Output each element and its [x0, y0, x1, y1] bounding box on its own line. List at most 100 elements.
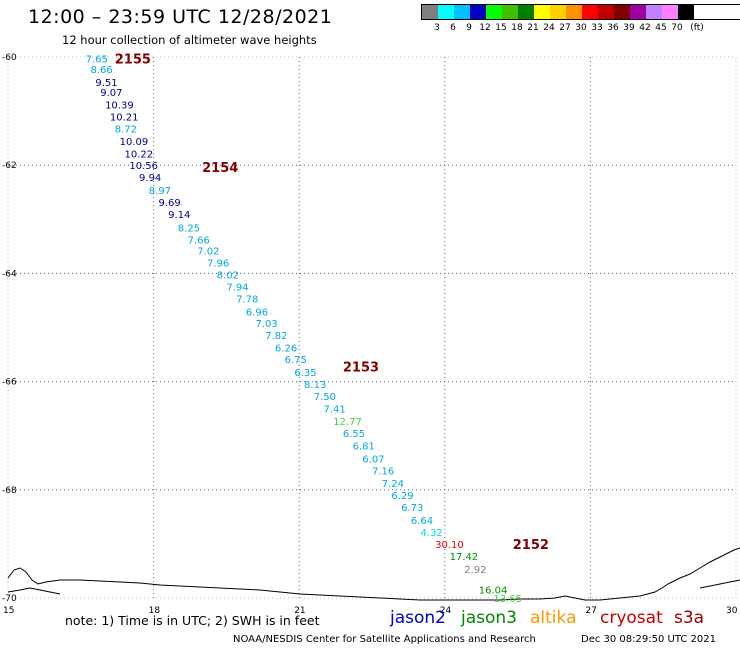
legend-swatch — [662, 5, 678, 19]
footer-note: note: 1) Time is in UTC; 2) SWH is in fe… — [65, 613, 320, 628]
legend-label: 24 — [543, 23, 555, 33]
wave-height-value: 10.56 — [129, 161, 158, 172]
legend-label: 36 — [607, 23, 619, 33]
wave-height-value: 6.26 — [275, 344, 297, 355]
lon-tick-label: 24 — [440, 606, 452, 616]
pass-labels-layer: 2155 2154 2153 2152 — [115, 53, 549, 553]
wave-height-value: 8.02 — [217, 270, 239, 281]
lat-tick-label: -62 — [2, 161, 17, 171]
wave-height-value: 10.39 — [105, 101, 134, 112]
lat-tick-label: -60 — [2, 53, 17, 63]
legend-swatch — [630, 5, 646, 19]
wave-height-value: 7.02 — [197, 247, 219, 258]
legend-label: 18 — [511, 23, 523, 33]
pass-number-label: 2154 — [202, 161, 238, 176]
legend-label: 30 — [575, 23, 587, 33]
legend-swatch — [646, 5, 662, 19]
wave-height-value: 9.51 — [95, 78, 117, 89]
legend-color-bar — [421, 4, 740, 20]
satellite-jason2: jason2 — [390, 608, 446, 628]
legend-swatch — [598, 5, 614, 19]
lat-tick-label: -68 — [2, 486, 17, 496]
pass-number-label: 2153 — [343, 360, 379, 375]
lon-tick-label: 30 — [726, 606, 738, 616]
wave-height-value: 6.64 — [411, 516, 433, 527]
legend-swatch — [582, 5, 598, 19]
legend-label: 45 — [655, 23, 667, 33]
lat-tick-label: -70 — [2, 594, 17, 604]
wave-height-value: 7.78 — [236, 294, 258, 305]
wave-height-value: 7.03 — [256, 319, 278, 330]
credit-line: NOAA/NESDIS Center for Satellite Applica… — [233, 634, 536, 645]
wave-height-value: 9.69 — [158, 198, 180, 209]
pass-number-label: 2155 — [115, 53, 151, 68]
legend-swatch — [534, 5, 550, 19]
map-frame — [7, 56, 737, 599]
wave-height-value: 7.16 — [372, 466, 394, 477]
wave-height-value: 2.92 — [464, 565, 486, 576]
wave-height-value: 7.41 — [323, 405, 345, 416]
wave-height-value: 6.29 — [391, 491, 413, 502]
legend-swatch — [438, 5, 454, 19]
wave-height-value: 6.55 — [343, 429, 365, 440]
satellite-cryosat: cryosat — [600, 608, 663, 628]
legend-swatch — [550, 5, 566, 19]
wave-height-value: 7.82 — [265, 331, 287, 342]
coastline-inner — [7, 579, 740, 595]
legend-swatch — [422, 5, 438, 19]
satellite-jason3: jason3 — [461, 608, 517, 628]
legend-labels: 3 6 9 12 15 18 21 24 27 30 33 36 39 42 45 70 (ft) — [421, 20, 740, 34]
legend-label: 42 — [639, 23, 651, 33]
lon-tick-label: 18 — [149, 606, 161, 616]
lat-tick-label: -66 — [2, 378, 17, 388]
wave-height-value: 6.96 — [246, 307, 268, 318]
wave-height-value: 9.94 — [139, 173, 161, 184]
legend-swatch — [470, 5, 486, 19]
wave-height-value: 9.14 — [168, 210, 190, 221]
wave-height-value: 6.81 — [353, 441, 375, 452]
legend-swatch — [518, 5, 534, 19]
legend-swatch — [486, 5, 502, 19]
wave-height-value: 8.66 — [91, 65, 113, 76]
wave-height-value: 6.35 — [294, 368, 316, 379]
legend-label: 12 — [479, 23, 491, 33]
wave-height-value: 6.73 — [401, 503, 423, 514]
legend-label: 27 — [559, 23, 571, 33]
legend-label: 33 — [591, 23, 603, 33]
lon-tick-label: 15 — [3, 606, 14, 616]
wave-height-value: 7.66 — [188, 235, 210, 246]
wave-height-value: 10.22 — [124, 149, 153, 160]
map-subtitle: 12 hour collection of altimeter wave hei… — [62, 33, 317, 47]
wave-height-value: 7.65 — [86, 55, 108, 66]
legend-label: (ft) — [690, 23, 704, 33]
legend-swatch — [454, 5, 470, 19]
wave-height-value: 10.21 — [110, 113, 139, 124]
lon-tick-label: 21 — [294, 606, 305, 616]
legend-swatch — [614, 5, 630, 19]
legend-label: 15 — [495, 23, 507, 33]
legend-label: 9 — [466, 23, 472, 33]
wave-height-value: 30.10 — [435, 540, 464, 551]
wave-height-value: 8.25 — [178, 223, 200, 234]
wave-height-value: 7.50 — [314, 392, 336, 403]
wave-height-value: 7.94 — [226, 282, 248, 293]
legend-label: 39 — [623, 23, 635, 33]
wave-height-value: 16.04 — [479, 585, 508, 596]
wave-height-value: 9.07 — [100, 88, 122, 99]
wave-height-value: 8.97 — [149, 186, 171, 197]
legend-label: 70 — [671, 23, 683, 33]
wave-height-value: 7.96 — [207, 259, 229, 270]
wave-height-value: 17.42 — [450, 552, 479, 563]
legend-swatch — [502, 5, 518, 19]
wave-height-value: 10.09 — [120, 137, 149, 148]
wave-height-value: 4.32 — [421, 528, 443, 539]
coastline — [7, 547, 740, 601]
satellite-altika: altika — [530, 608, 577, 628]
wave-height-value: 7.24 — [382, 479, 404, 490]
lon-tick-label: 27 — [585, 606, 596, 616]
wave-height-value: 8.72 — [115, 124, 137, 135]
legend-swatch — [678, 5, 694, 19]
wave-height-legend: 3 6 9 12 15 18 21 24 27 30 33 36 39 42 45 70 (ft) — [421, 4, 740, 34]
